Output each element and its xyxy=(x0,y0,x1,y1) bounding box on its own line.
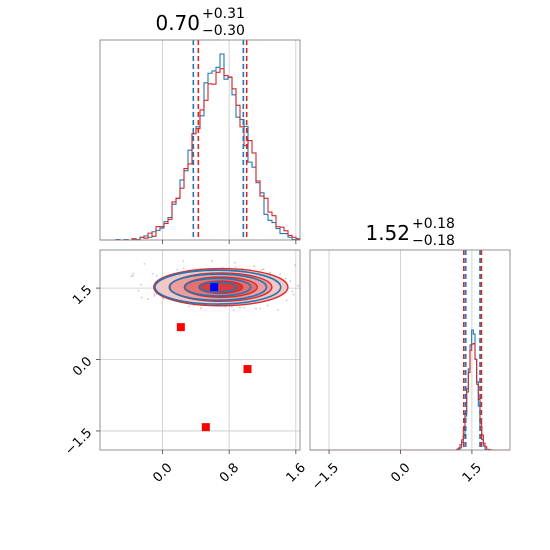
sample-point xyxy=(152,273,154,275)
sample-point xyxy=(239,306,241,309)
scatter-marker-1 xyxy=(176,323,185,332)
frame-right xyxy=(309,249,511,451)
sample-point xyxy=(131,274,134,277)
frame-top xyxy=(99,39,301,241)
sample-point xyxy=(234,266,237,269)
param1-title-minus: −0.30 xyxy=(202,23,245,39)
sample-point xyxy=(243,306,246,309)
scatter-marker-3 xyxy=(201,423,210,432)
frame-joint xyxy=(99,249,301,451)
parameter-titles: 0.70 +0.31−0.30 1.52 +0.18−0.18 xyxy=(155,6,454,249)
sample-point xyxy=(255,307,257,310)
sample-point xyxy=(277,309,279,311)
sample-point xyxy=(291,290,294,293)
y-tick-label-param2-1: 0.0 xyxy=(70,354,95,379)
sample-point xyxy=(176,269,178,271)
histogram-param2-panel xyxy=(309,249,511,454)
y-tick-label-param2-2: 1.5 xyxy=(70,283,95,308)
x-tick-label-param1-1: 0.8 xyxy=(217,460,242,485)
sample-point xyxy=(147,298,150,301)
param2-title-plus: +0.18 xyxy=(412,216,455,232)
axis-tick-labels: 0.0 0.8 1.6−1.50.01.5−1.5 0.0 1.5 xyxy=(62,283,485,494)
sample-point xyxy=(192,304,195,307)
param2-title-value: 1.52 xyxy=(365,221,410,245)
scatter-marker-0 xyxy=(210,283,219,292)
sample-point xyxy=(279,273,282,276)
sample-point xyxy=(297,284,300,287)
sample-point xyxy=(188,305,191,308)
sample-point xyxy=(284,277,287,280)
histogram-series-b xyxy=(100,68,301,241)
sample-point xyxy=(232,309,235,312)
sample-point xyxy=(231,306,233,308)
sample-point xyxy=(137,289,140,292)
sample-point xyxy=(132,272,135,275)
sample-point xyxy=(200,307,202,310)
param1-title-plus: +0.31 xyxy=(202,6,245,22)
sample-point xyxy=(266,304,269,307)
x-tick-label-param1-0: 0.0 xyxy=(150,460,175,485)
sample-point xyxy=(259,307,261,310)
sample-point xyxy=(140,283,143,286)
joint-density-panel xyxy=(96,249,301,454)
sample-point xyxy=(182,260,185,263)
sample-point xyxy=(143,262,146,265)
x-tick-label-param2-2: 1.5 xyxy=(460,460,485,485)
sample-point xyxy=(233,261,236,264)
sample-point xyxy=(162,297,165,300)
sample-point xyxy=(156,274,158,277)
sample-point xyxy=(262,268,265,271)
sample-point xyxy=(182,267,185,270)
sample-point xyxy=(153,293,156,295)
sample-point xyxy=(292,293,295,296)
sample-point xyxy=(130,275,133,278)
scatter-marker-2 xyxy=(243,365,252,374)
sample-point xyxy=(289,280,292,282)
x-tick-label-param1-2: 1.6 xyxy=(284,460,309,485)
sample-point xyxy=(253,265,256,268)
sample-point xyxy=(210,260,213,263)
density-contour-a-1 xyxy=(168,273,268,302)
x-tick-label-param2-1: 0.0 xyxy=(388,460,413,485)
sample-point xyxy=(294,264,297,267)
sample-point xyxy=(285,299,288,302)
x-tick-label-param2-0: −1.5 xyxy=(309,460,342,493)
sample-point xyxy=(140,296,143,299)
density-contour-a-0 xyxy=(154,269,282,305)
density-contour-a-3 xyxy=(198,281,238,293)
param2-title-minus: −0.18 xyxy=(412,233,455,249)
param1-title-value: 0.70 xyxy=(155,11,200,35)
y-tick-label-param2-0: −1.5 xyxy=(62,426,95,459)
sample-point xyxy=(153,295,156,297)
histogram-param1-panel xyxy=(99,39,301,244)
density-contour-a-2 xyxy=(184,277,252,297)
sample-point xyxy=(260,269,263,271)
